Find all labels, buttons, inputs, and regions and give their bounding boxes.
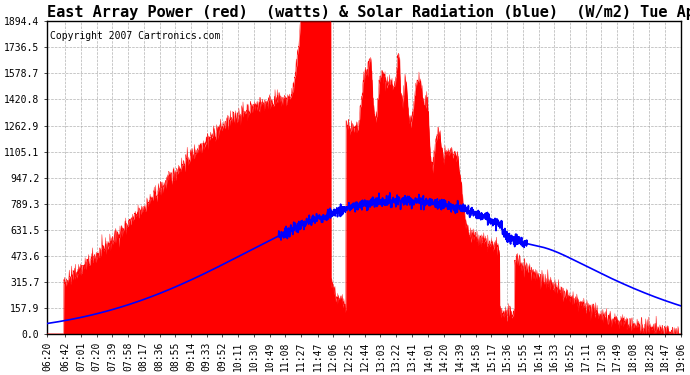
Text: Copyright 2007 Cartronics.com: Copyright 2007 Cartronics.com [50, 31, 221, 41]
Text: East Array Power (red)  (watts) & Solar Radiation (blue)  (W/m2) Tue Apr 10 19:1: East Array Power (red) (watts) & Solar R… [47, 4, 690, 20]
